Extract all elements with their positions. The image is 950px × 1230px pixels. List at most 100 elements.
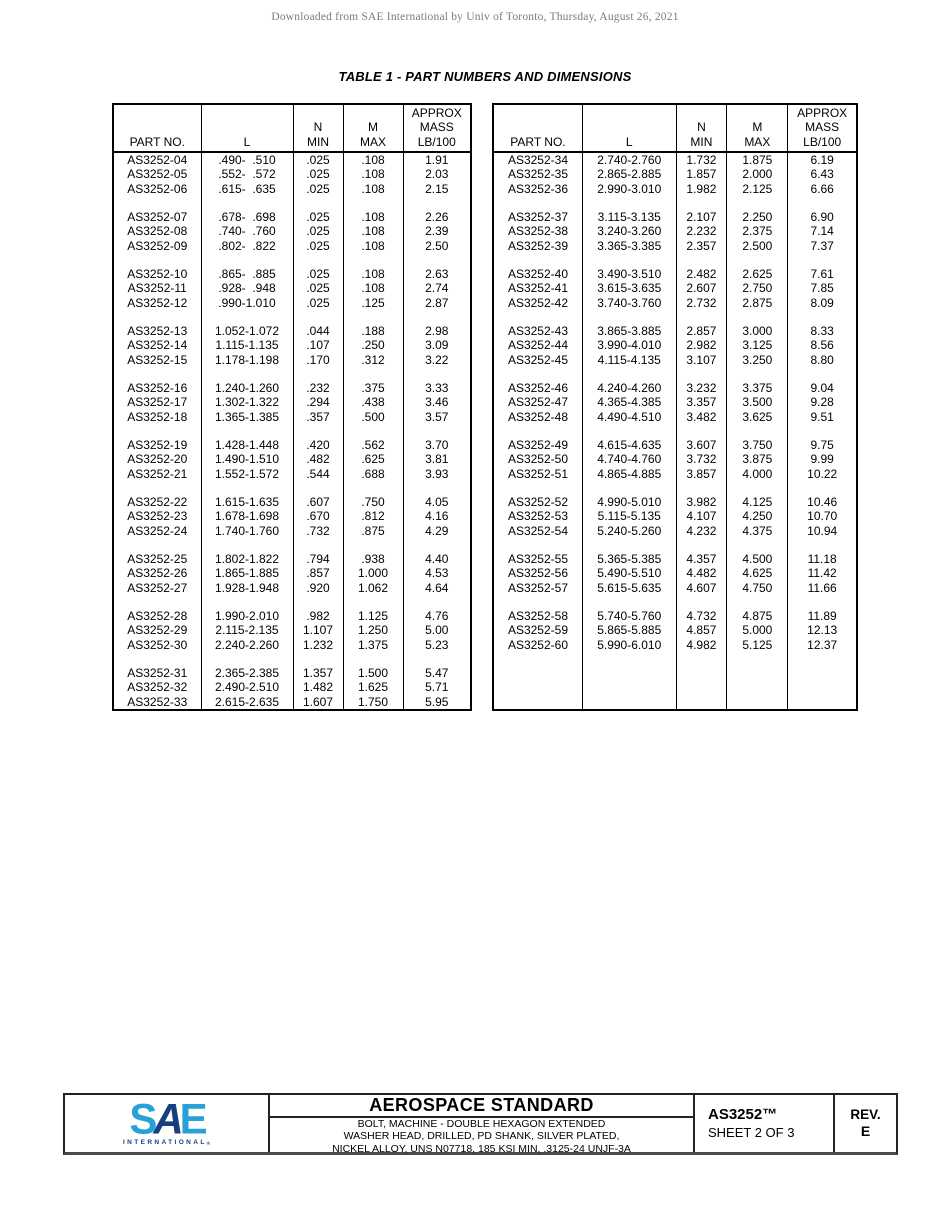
cell-l-range: .615- .635 [200, 181, 294, 196]
cell-part-no: AS3252-19 [112, 438, 202, 453]
cell-m-max: .562 [342, 438, 404, 453]
spacer-cell [292, 309, 344, 324]
cell-m-max: 2.000 [726, 167, 789, 182]
spacer-cell [581, 651, 677, 710]
cell-part-no: AS3252-35 [492, 167, 583, 182]
cell-n-min: .025 [292, 167, 344, 182]
cell-l-range: 4.115-4.135 [581, 352, 677, 367]
table-row: AS3252-21 1.552-1.572.544.688 3.93 [112, 466, 472, 481]
cell-m-max: 3.875 [726, 452, 789, 467]
revision-label: REV. [850, 1107, 881, 1122]
cell-l-range: 1.178-1.198 [200, 352, 294, 367]
cell-part-no: AS3252-06 [112, 181, 202, 196]
table-row: AS3252-42 3.740-3.760 2.732 2.875 8.09 [492, 295, 858, 310]
cell-n-min: 3.232 [675, 381, 728, 396]
cell-n-min: .025 [292, 295, 344, 310]
spacer-cell [402, 309, 472, 324]
cell-l-range: 2.240-2.260 [200, 637, 294, 652]
spacer-cell [402, 423, 472, 438]
cell-approx-mass: 12.13 [787, 623, 858, 638]
cell-l-range: .865- .885 [200, 267, 294, 282]
cell-part-no: AS3252-04 [112, 152, 202, 168]
cell-n-min: 1.857 [675, 167, 728, 182]
cell-part-no: AS3252-05 [112, 167, 202, 182]
spacer-cell [342, 366, 404, 381]
cell-approx-mass: 9.04 [787, 381, 858, 396]
cell-l-range: 5.490-5.510 [581, 566, 677, 581]
cell-approx-mass: 6.19 [787, 152, 858, 168]
table-row: AS3252-39 3.365-3.385 2.357 2.500 7.37 [492, 238, 858, 253]
spacer-cell [581, 594, 677, 609]
cell-part-no: AS3252-22 [112, 495, 202, 510]
cell-part-no: AS3252-11 [112, 281, 202, 296]
cell-approx-mass: 4.29 [402, 523, 472, 538]
spacer-cell [787, 309, 858, 324]
cell-l-range: 4.990-5.010 [581, 495, 677, 510]
cell-m-max: .500 [342, 409, 404, 424]
spacer-cell [726, 309, 789, 324]
spacer-row [112, 480, 472, 495]
cell-l-range: 3.115-3.135 [581, 210, 677, 225]
spacer-cell [675, 537, 728, 552]
spacer-row [492, 423, 858, 438]
cell-part-no: AS3252-41 [492, 281, 583, 296]
cell-part-no: AS3252-24 [112, 523, 202, 538]
spacer-cell [675, 480, 728, 495]
spacer-cell [200, 537, 294, 552]
table-row: AS3252-52 4.990-5.010 3.982 4.125 10.46 [492, 495, 858, 510]
cell-m-max: .312 [342, 352, 404, 367]
cell-m-max: .812 [342, 509, 404, 524]
header-row: PART NO. L N MIN M MAX APPROX MASS LB/100 [492, 104, 858, 153]
spacer-cell [200, 651, 294, 666]
cell-l-range: 3.240-3.260 [581, 224, 677, 239]
cell-approx-mass: 11.89 [787, 609, 858, 624]
cell-approx-mass: 6.66 [787, 181, 858, 196]
table-row: AS3252-06.615- .635.025.108 2.15 [112, 181, 472, 196]
table-row: AS3252-37 3.115-3.135 2.107 2.250 6.90 [492, 210, 858, 225]
spacer-cell [492, 594, 583, 609]
spacer-cell [292, 366, 344, 381]
table-row: AS3252-09.802- .822.025.108 2.50 [112, 238, 472, 253]
spacer-row [112, 195, 472, 210]
spacer-row [112, 537, 472, 552]
cell-n-min: 2.482 [675, 267, 728, 282]
table-row: AS3252-50 4.740-4.760 3.732 3.875 9.99 [492, 452, 858, 467]
cell-approx-mass: 2.98 [402, 324, 472, 339]
spacer-cell [342, 537, 404, 552]
spacer-cell [292, 423, 344, 438]
cell-n-min: 4.357 [675, 552, 728, 567]
spacer-cell [492, 480, 583, 495]
spacer-cell [292, 651, 344, 666]
cell-m-max: 3.250 [726, 352, 789, 367]
cell-l-range: .990-1.010 [200, 295, 294, 310]
cell-approx-mass: 9.75 [787, 438, 858, 453]
spacer-cell [492, 366, 583, 381]
cell-m-max: 1.500 [342, 666, 404, 681]
spacer-cell [787, 537, 858, 552]
cell-n-min: 3.107 [675, 352, 728, 367]
spacer-cell [787, 423, 858, 438]
cell-part-no: AS3252-48 [492, 409, 583, 424]
col-header-n-min: N MIN [675, 104, 728, 153]
cell-n-min: .025 [292, 181, 344, 196]
cell-part-no: AS3252-32 [112, 680, 202, 695]
spacer-cell [292, 537, 344, 552]
cell-approx-mass: 3.70 [402, 438, 472, 453]
sae-logo: SAE INTERNATIONAL® [65, 1095, 270, 1152]
cell-part-no: AS3252-07 [112, 210, 202, 225]
cell-l-range: 1.928-1.948 [200, 580, 294, 595]
cell-part-no: AS3252-15 [112, 352, 202, 367]
header-row: PART NO. L N MIN M MAX APPROX MASS LB/100 [112, 104, 472, 153]
spacer-cell [112, 480, 202, 495]
cell-part-no: AS3252-20 [112, 452, 202, 467]
cell-m-max: .108 [342, 281, 404, 296]
cell-approx-mass: 12.37 [787, 637, 858, 652]
registered-trademark-icon: ® [206, 1140, 211, 1146]
cell-m-max: 4.875 [726, 609, 789, 624]
spacer-row [112, 651, 472, 666]
cell-approx-mass: 7.14 [787, 224, 858, 239]
cell-n-min: .732 [292, 523, 344, 538]
cell-l-range: 3.365-3.385 [581, 238, 677, 253]
cell-l-range: 1.428-1.448 [200, 438, 294, 453]
table-row: AS3252-45 4.115-4.135 3.107 3.250 8.80 [492, 352, 858, 367]
